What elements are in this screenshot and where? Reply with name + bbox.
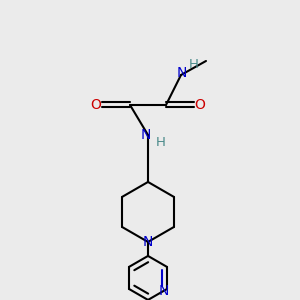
Text: N: N xyxy=(143,235,153,249)
Text: N: N xyxy=(159,284,169,298)
Text: O: O xyxy=(195,98,206,112)
Text: O: O xyxy=(91,98,101,112)
Text: N: N xyxy=(177,66,187,80)
Text: H: H xyxy=(189,58,199,71)
Text: H: H xyxy=(156,136,166,149)
Text: N: N xyxy=(141,128,151,142)
